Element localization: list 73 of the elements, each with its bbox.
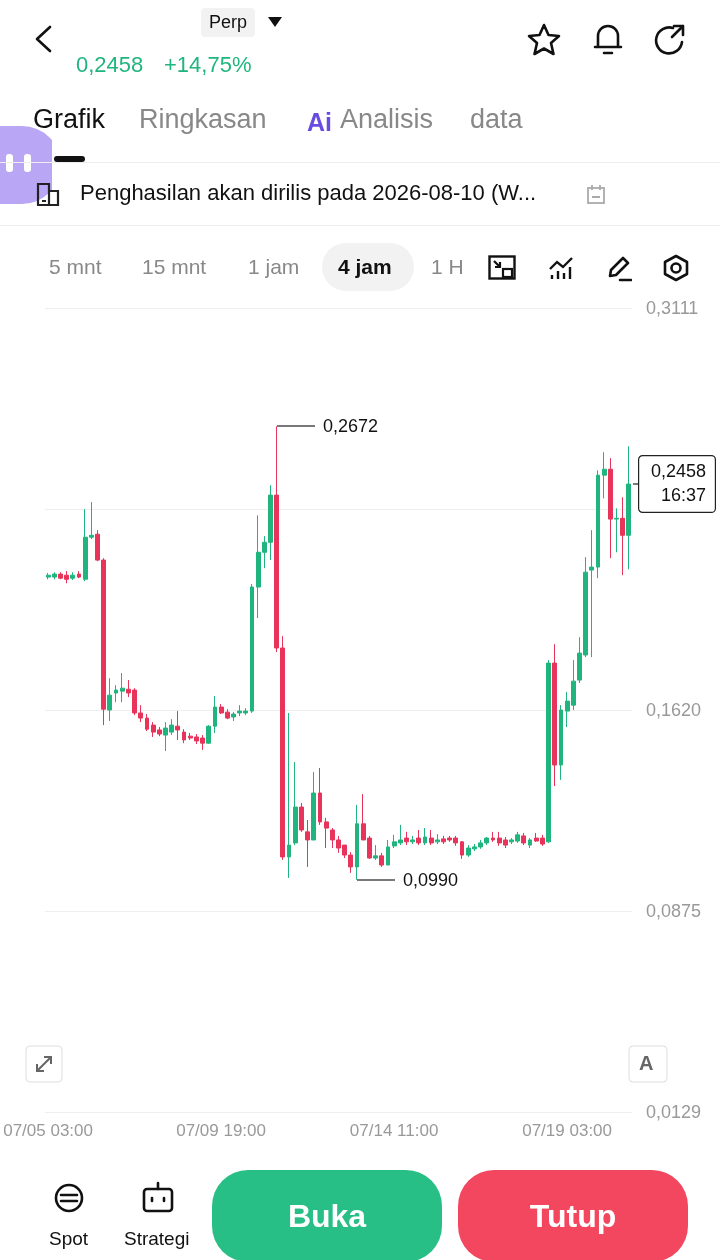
candlestick bbox=[114, 684, 118, 703]
candlestick bbox=[175, 710, 180, 741]
candlestick bbox=[311, 771, 316, 841]
candlestick bbox=[379, 852, 384, 868]
text: Analisis bbox=[340, 104, 434, 135]
candlestick bbox=[404, 831, 409, 846]
candlestick bbox=[145, 713, 149, 732]
text: Penghasilan akan dirilis pada 2026-08-10 (W... bbox=[80, 180, 537, 206]
text: Ringkasan bbox=[139, 104, 267, 135]
candlestick bbox=[182, 728, 186, 744]
candlestick bbox=[423, 827, 427, 846]
x-tick-label: 07/09 19:00 bbox=[176, 1121, 267, 1140]
candlestick bbox=[608, 457, 613, 559]
candlestick bbox=[435, 833, 440, 845]
annotation: 0,0990 bbox=[403, 869, 459, 891]
text: Grafik bbox=[33, 104, 106, 135]
x-tick-label: 07/19 03:00 bbox=[522, 1121, 613, 1140]
text: 4 jam bbox=[338, 255, 392, 279]
candlestick bbox=[299, 802, 304, 833]
text: Spot bbox=[49, 1228, 89, 1250]
candlestick bbox=[324, 817, 329, 849]
candlestick bbox=[373, 844, 378, 861]
candlestick bbox=[287, 712, 291, 879]
candlestick bbox=[521, 832, 526, 846]
candlestick bbox=[355, 804, 359, 881]
candlestick bbox=[559, 704, 563, 781]
text: Strategi bbox=[124, 1228, 190, 1250]
candlestick bbox=[70, 571, 75, 581]
y-tick-label: 0,0875 bbox=[646, 900, 702, 921]
text: Buka bbox=[212, 1170, 442, 1260]
x-tick-label: 07/05 03:00 bbox=[3, 1121, 93, 1140]
candlestick bbox=[410, 835, 415, 845]
text: Ai bbox=[307, 108, 332, 137]
annotation: 0,2672 bbox=[323, 415, 379, 437]
text: 15 mnt bbox=[142, 255, 207, 279]
text: data bbox=[470, 104, 523, 135]
candlestick bbox=[546, 659, 551, 844]
candlestick bbox=[460, 840, 464, 860]
text: 1 jam bbox=[248, 255, 300, 279]
candlestick bbox=[107, 677, 112, 722]
y-tick-label: 0,0129 bbox=[646, 1102, 702, 1122]
candlestick bbox=[552, 643, 557, 787]
candlestick bbox=[416, 829, 421, 846]
candlestick bbox=[528, 837, 532, 849]
text: 5 mnt bbox=[49, 255, 102, 279]
text: 16:37 bbox=[660, 485, 706, 505]
candlestick bbox=[77, 570, 81, 579]
candlestick bbox=[596, 469, 600, 579]
candlestick bbox=[206, 724, 211, 745]
candlestick bbox=[589, 529, 594, 658]
y-tick-label: 0,3111 bbox=[646, 298, 699, 318]
text: A bbox=[639, 1052, 654, 1075]
text: Tutup bbox=[458, 1170, 688, 1260]
candlestick bbox=[614, 507, 619, 553]
text: +14,75% bbox=[164, 52, 252, 78]
y-tick-label: 0,1620 bbox=[646, 700, 702, 720]
candlestick bbox=[429, 829, 434, 846]
candlestick bbox=[250, 583, 254, 714]
candlestick bbox=[491, 831, 495, 843]
candlestick bbox=[386, 839, 390, 866]
text: Perp bbox=[201, 8, 256, 37]
text: 0,2458 bbox=[650, 461, 706, 481]
candlestick bbox=[293, 761, 298, 846]
candlestick bbox=[620, 496, 625, 576]
candlestick bbox=[626, 445, 631, 570]
text: 0,2458 bbox=[76, 52, 144, 77]
candlestick bbox=[213, 695, 217, 734]
candlestick bbox=[305, 819, 310, 868]
candlestick bbox=[318, 767, 322, 826]
candlestick bbox=[120, 672, 125, 703]
candlestick bbox=[602, 451, 607, 499]
x-tick-label: 07/14 11:00 bbox=[349, 1121, 439, 1140]
text: 1 H bbox=[431, 255, 464, 279]
